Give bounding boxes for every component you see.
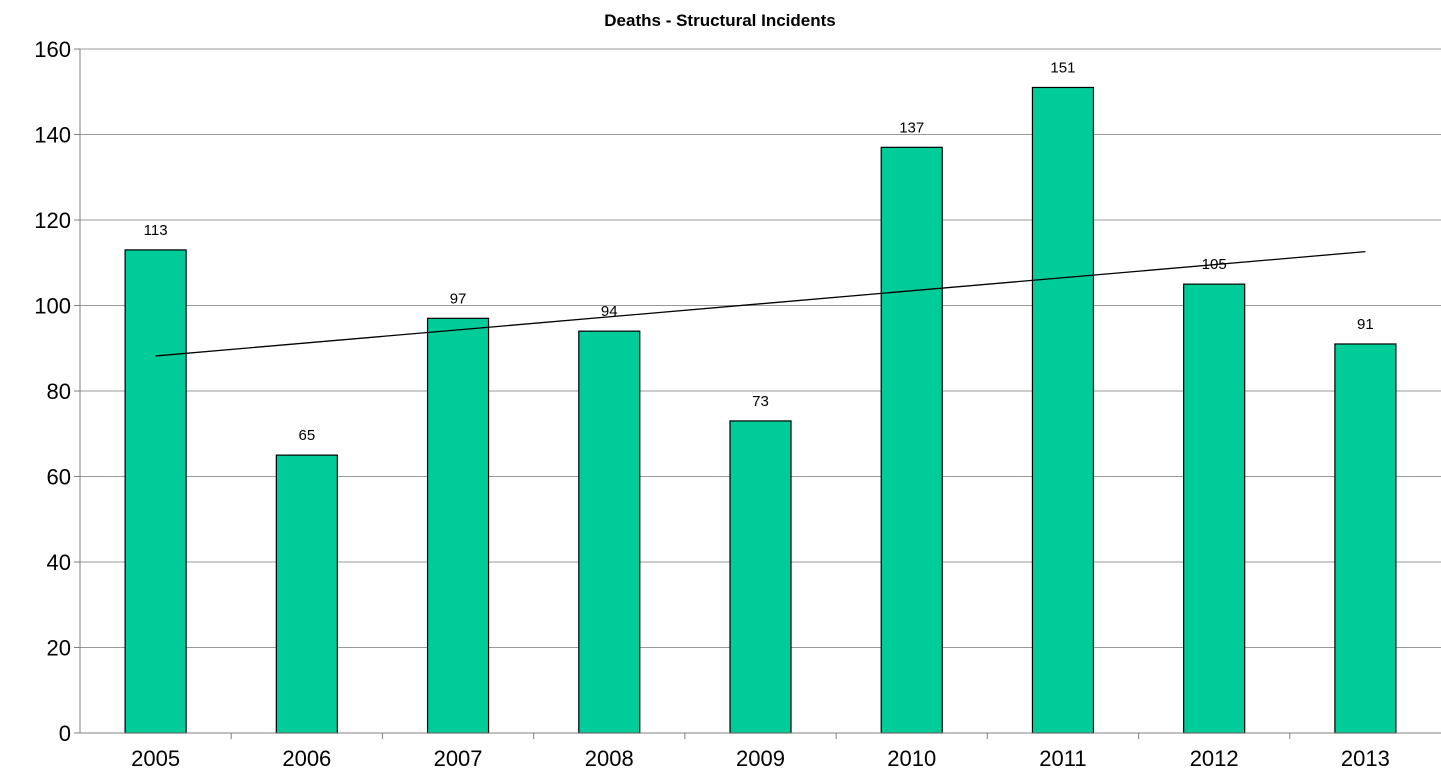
x-tick-label: 2009 (736, 746, 785, 771)
chart-title: Deaths - Structural Incidents (604, 11, 835, 30)
x-tick-label: 2013 (1341, 746, 1390, 771)
bar-2013 (1334, 343, 1397, 734)
data-label-2013: 91 (1357, 316, 1374, 333)
x-tick-label: 2010 (887, 746, 936, 771)
y-axis-tick-labels: 0 20 40 60 80 100 120 140 160 (34, 37, 71, 746)
data-label-2011: 151 (1050, 59, 1075, 76)
trendline (155, 250, 1366, 357)
x-tick-label: 2005 (131, 746, 180, 771)
y-tick-label: 40 (47, 550, 71, 575)
bar-2010 (880, 146, 943, 734)
bar-2006 (275, 454, 338, 734)
bars (124, 86, 1397, 734)
bar-2011 (1031, 86, 1095, 734)
y-tick-label: 0 (59, 721, 71, 746)
bar-2007 (426, 317, 490, 734)
y-tick-label: 20 (47, 636, 71, 661)
x-tick-label: 2011 (1039, 746, 1086, 771)
bar-2005 (124, 249, 187, 734)
data-label-2005: 113 (144, 222, 168, 239)
x-tick-label: 2012 (1190, 746, 1239, 771)
y-tick-label: 140 (34, 123, 71, 148)
y-tick-label: 100 (34, 294, 71, 319)
data-label-2007: 97 (450, 290, 467, 307)
y-tick-label: 80 (47, 379, 71, 404)
y-tick-label: 160 (34, 37, 71, 62)
y-tick-label: 60 (47, 465, 71, 490)
data-labels: 113 65 97 94 73 137 151 105 91 (144, 59, 1374, 444)
y-tick-label: 120 (34, 208, 71, 233)
trendline-layer (155, 250, 1366, 357)
x-axis-tick-labels: 2005 2006 2007 2008 2009 2010 2011 2012 2013 (131, 746, 1390, 771)
x-tick-label: 2007 (434, 746, 483, 771)
data-label-2008: 94 (601, 303, 618, 320)
data-label-2006: 65 (298, 427, 315, 444)
bar-2008 (578, 330, 641, 734)
x-tick-label: 2006 (282, 746, 331, 771)
axes (74, 48, 1441, 739)
bar-2009 (729, 420, 792, 734)
bar-2012 (1183, 283, 1246, 734)
data-label-2010: 137 (899, 119, 924, 136)
data-label-2012: 105 (1202, 256, 1227, 273)
data-label-2009: 73 (752, 393, 769, 410)
x-tick-label: 2008 (585, 746, 634, 771)
